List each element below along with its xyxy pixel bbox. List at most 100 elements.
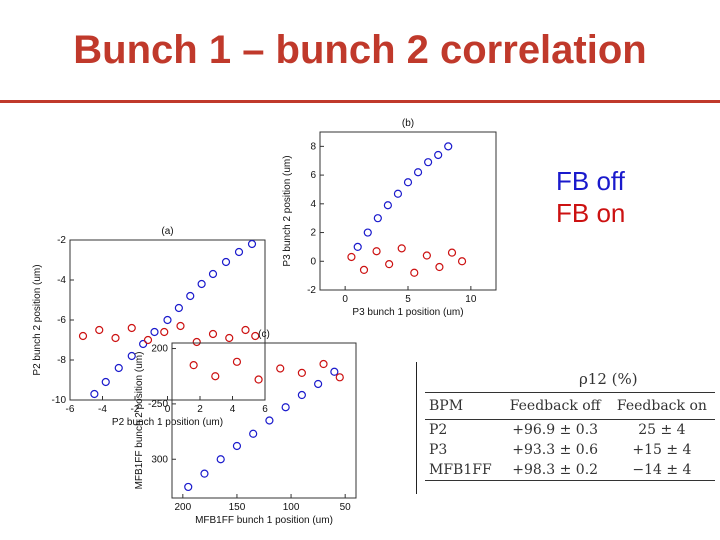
data-point-a-series-1 xyxy=(111,333,120,343)
scatter-panel-a: (a) -6 -4 -2 0 2 4 6 -10 -8 -6 -4 -2 P2 bunch 1 posit… xyxy=(32,226,268,428)
x-tick-label: 150 xyxy=(229,502,246,513)
x-tick-label: 200 xyxy=(174,502,191,513)
scatter-panel-b: (b) 0 5 10 -2 0 2 4 6 8 P3 bunch 1 position (um) P3… xyxy=(282,118,497,318)
data-point-a-series-0 xyxy=(90,389,99,399)
y-tick-label: 4 xyxy=(310,199,316,210)
data-point-c-series-0 xyxy=(184,482,193,492)
data-point-c-series-1 xyxy=(319,359,328,369)
data-point-a-series-1 xyxy=(208,329,218,339)
data-point-a-series-0 xyxy=(139,339,148,349)
y-tick-label: -6 xyxy=(57,315,66,326)
plot-frame-b xyxy=(319,131,497,291)
data-point-a-series-0 xyxy=(150,327,159,337)
table-cell: +98.3 ± 0.2 xyxy=(501,460,609,481)
column-header-feedback-on: Feedback on xyxy=(608,392,715,420)
data-point-a-series-1 xyxy=(160,327,169,337)
y-tick-label: 0 xyxy=(310,256,316,267)
data-point-c-series-1 xyxy=(335,373,344,382)
y-tick-label: -8 xyxy=(57,355,66,366)
data-point-b-series-1 xyxy=(447,248,457,257)
correlation-table: ρ12 (%) BPM Feedback off Feedback on P2 … xyxy=(425,368,715,481)
data-point-b-series-0 xyxy=(444,142,453,151)
x-tick-label: 0 xyxy=(165,404,171,415)
table-group-header: ρ12 (%) xyxy=(578,370,638,388)
column-header-feedback-off: Feedback off xyxy=(501,392,609,420)
y-tick-label: -2 xyxy=(307,285,316,296)
data-point-b-series-1 xyxy=(385,260,394,269)
data-point-c-series-0 xyxy=(281,403,290,412)
data-point-a-series-1 xyxy=(176,321,185,331)
data-point-a-series-1 xyxy=(143,335,153,345)
data-point-a-series-0 xyxy=(234,247,244,257)
x-tick-label: -4 xyxy=(98,404,107,415)
data-point-a-series-0 xyxy=(163,315,172,325)
data-point-b-series-0 xyxy=(373,214,382,223)
data-point-c-series-0 xyxy=(249,429,258,438)
y-axis-label: P2 bunch 2 position (um) xyxy=(32,264,43,375)
data-point-c-series-1 xyxy=(189,361,198,370)
data-point-c-series-1 xyxy=(276,364,285,373)
x-tick-label: 5 xyxy=(405,294,411,305)
data-point-a-series-0 xyxy=(127,351,136,361)
x-tick-label: 6 xyxy=(262,404,268,415)
data-point-b-series-1 xyxy=(397,244,406,253)
data-point-b-series-0 xyxy=(363,228,372,237)
data-point-a-series-0 xyxy=(247,239,257,249)
panel-label-b: (b) xyxy=(402,118,414,129)
data-point-a-series-1 xyxy=(95,325,104,335)
data-point-b-series-1 xyxy=(422,251,431,260)
x-tick-label: 100 xyxy=(283,502,300,513)
data-point-a-series-0 xyxy=(174,303,183,313)
data-point-b-series-0 xyxy=(434,150,443,160)
x-tick-label: -6 xyxy=(66,404,75,415)
data-point-b-series-1 xyxy=(435,262,444,272)
y-tick-label: 6 xyxy=(310,170,316,181)
data-point-c-series-0 xyxy=(314,379,323,389)
y-axis-label: MFB1FF bunch 2 position (um) xyxy=(134,352,145,490)
data-point-a-series-1 xyxy=(241,325,250,335)
data-point-c-series-1 xyxy=(297,368,306,377)
data-point-a-series-0 xyxy=(221,257,231,267)
data-point-b-series-1 xyxy=(347,252,356,262)
table-cell: P3 xyxy=(429,442,448,458)
x-tick-label: 0 xyxy=(342,294,348,305)
data-point-b-series-1 xyxy=(410,268,419,277)
table-row: P3 +93.3 ± 0.6 +15 ± 4 xyxy=(425,440,715,460)
data-point-a-series-1 xyxy=(192,337,201,347)
slide-title: Bunch 1 – bunch 2 correlation xyxy=(73,28,647,72)
panel-label-a: (a) xyxy=(161,226,173,237)
x-axis-label: P2 bunch 1 position (um) xyxy=(112,417,223,428)
data-point-b-series-0 xyxy=(383,201,392,210)
data-point-b-series-0 xyxy=(393,189,403,198)
table-cell: −14 ± 4 xyxy=(608,460,715,481)
x-axis-label: P3 bunch 1 position (um) xyxy=(352,307,463,318)
x-tick-label: 2 xyxy=(197,404,203,415)
table-cell: P2 xyxy=(429,422,448,438)
data-point-c-series-0 xyxy=(216,455,225,464)
table-cell: 25 ± 4 xyxy=(638,422,686,438)
table-row: MFB1FF +98.3 ± 0.2 −14 ± 4 xyxy=(425,460,715,481)
data-point-c-series-0 xyxy=(200,469,209,478)
data-point-a-series-0 xyxy=(114,363,123,373)
table-cell: MFB1FF xyxy=(425,460,502,481)
title-divider xyxy=(0,100,720,103)
table-cell: +15 ± 4 xyxy=(632,442,692,458)
data-point-a-series-0 xyxy=(208,269,218,279)
y-tick-label: -10 xyxy=(52,395,67,406)
x-tick-label: 4 xyxy=(230,404,236,415)
data-point-a-series-0 xyxy=(197,279,206,289)
data-point-c-series-1 xyxy=(232,357,242,366)
correlation-table-box: ρ12 (%) BPM Feedback off Feedback on P2 … xyxy=(416,362,720,494)
data-point-b-series-1 xyxy=(457,257,467,266)
data-point-a-series-0 xyxy=(101,377,110,387)
data-point-b-series-0 xyxy=(424,158,433,167)
data-point-b-series-1 xyxy=(359,265,369,274)
data-point-b-series-0 xyxy=(403,178,413,187)
data-point-a-series-1 xyxy=(127,323,136,333)
legend-item-fb-off: FB off xyxy=(556,166,625,196)
plot-frame-c xyxy=(171,342,357,499)
data-point-a-series-1 xyxy=(251,331,260,341)
x-tick-label: 10 xyxy=(465,294,477,305)
data-point-a-series-1 xyxy=(225,333,234,343)
data-point-b-series-1 xyxy=(372,247,381,256)
